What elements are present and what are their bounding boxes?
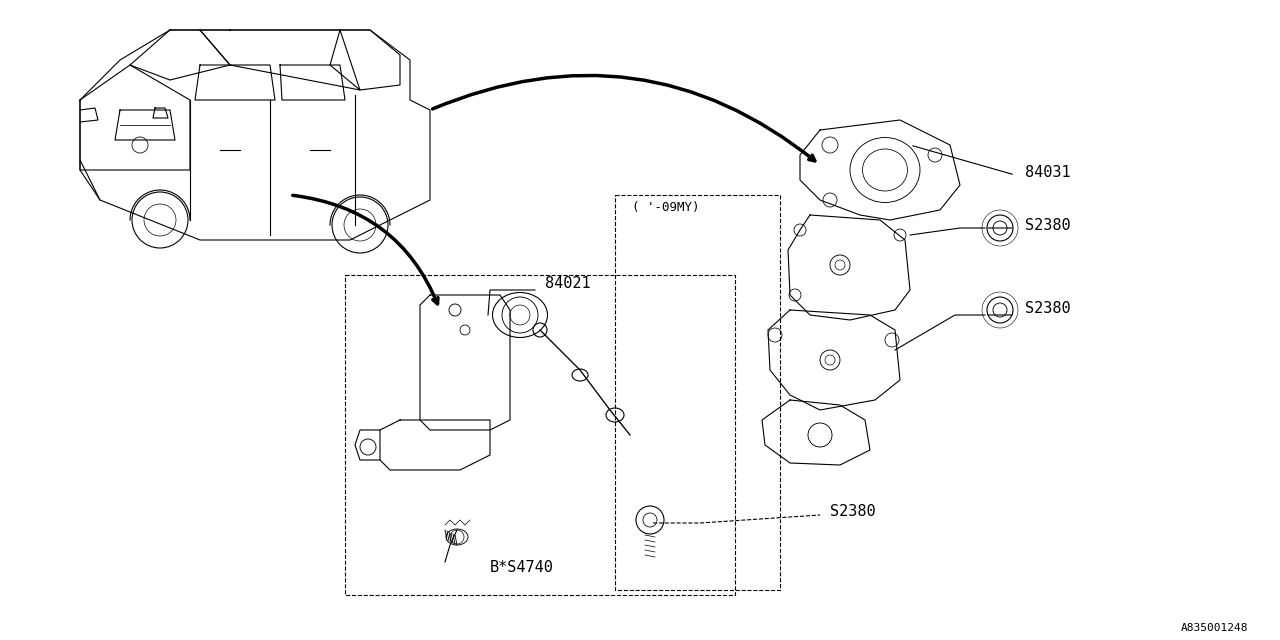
Text: B*S4740: B*S4740 xyxy=(490,559,554,575)
Text: 84031: 84031 xyxy=(1025,164,1070,179)
Text: ( '-09MY): ( '-09MY) xyxy=(632,200,699,214)
Text: A835001248: A835001248 xyxy=(1181,623,1249,633)
Bar xyxy=(346,275,735,595)
Text: S2380: S2380 xyxy=(1025,218,1070,232)
Text: S2380: S2380 xyxy=(1025,301,1070,316)
Bar xyxy=(614,195,780,590)
Text: S2380: S2380 xyxy=(829,504,876,520)
Text: 84021: 84021 xyxy=(545,275,590,291)
